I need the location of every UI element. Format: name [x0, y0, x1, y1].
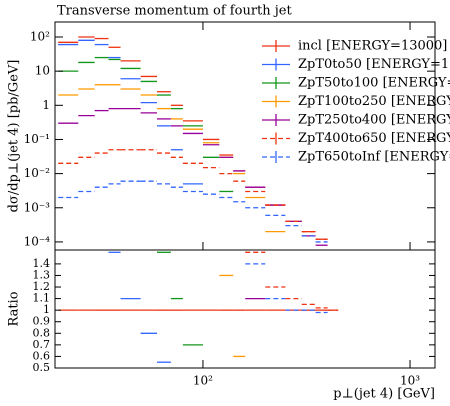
chart-title: Transverse momentum of fourth jet — [57, 4, 292, 19]
y-axis-label: dσ/dp⊥(jet 4) [pb/GeV] — [7, 60, 22, 213]
ratio-tick-label: 0.8 — [33, 326, 51, 339]
y-tick-label: 10⁻¹ — [24, 132, 50, 146]
y-tick-label: 10⁻⁴ — [24, 234, 51, 248]
legend-label: ZpT0to50 [ENERGY=13000] — [298, 57, 450, 72]
legend-label: ZpT50to100 [ENERGY=13000] — [298, 76, 450, 91]
x-axis-label: p⊥(jet 4) [GeV] — [333, 387, 435, 402]
ratio-tick-label: 1.4 — [33, 257, 51, 270]
ratio-tick-label: 0.5 — [33, 361, 51, 374]
legend-label: ZpT250to400 [ENERGY=13000] — [298, 113, 450, 128]
x-tick-label: 10³ — [400, 374, 420, 388]
ratio-tick-label: 1.2 — [33, 280, 51, 293]
axes: 10²10110⁻¹10⁻²10⁻³10⁻⁴0.50.60.70.80.911.… — [24, 22, 450, 388]
y-tick-label: 1 — [42, 98, 50, 112]
ratio-tick-label: 1 — [43, 303, 50, 316]
ratio-panel — [58, 251, 339, 363]
x-tick-label: 10² — [193, 374, 213, 388]
ratio-tick-label: 0.9 — [33, 315, 51, 328]
ratio-tick-label: 0.7 — [33, 338, 51, 351]
ratio-tick-label: 0.6 — [33, 349, 51, 362]
y-tick-label: 10⁻² — [24, 166, 51, 180]
legend-label: ZpT400to650 [ENERGY=13000] — [298, 131, 450, 146]
y-tick-label: 10² — [30, 30, 50, 44]
ratio-axis-label: Ratio — [7, 291, 22, 326]
legend-label: ZpT100to250 [ENERGY=13000] — [298, 94, 450, 109]
main-panel — [58, 36, 328, 246]
legend-label: ZpT650toInf [ENERGY=13000] — [298, 150, 450, 165]
legend-label: incl [ENERGY=13000] — [298, 39, 447, 54]
ratio-frame — [54, 249, 436, 369]
ratio-tick-label: 1.1 — [33, 292, 51, 305]
ratio-tick-label: 1.3 — [33, 268, 51, 281]
y-tick-label: 10 — [35, 64, 50, 78]
y-tick-label: 10⁻³ — [24, 200, 51, 214]
